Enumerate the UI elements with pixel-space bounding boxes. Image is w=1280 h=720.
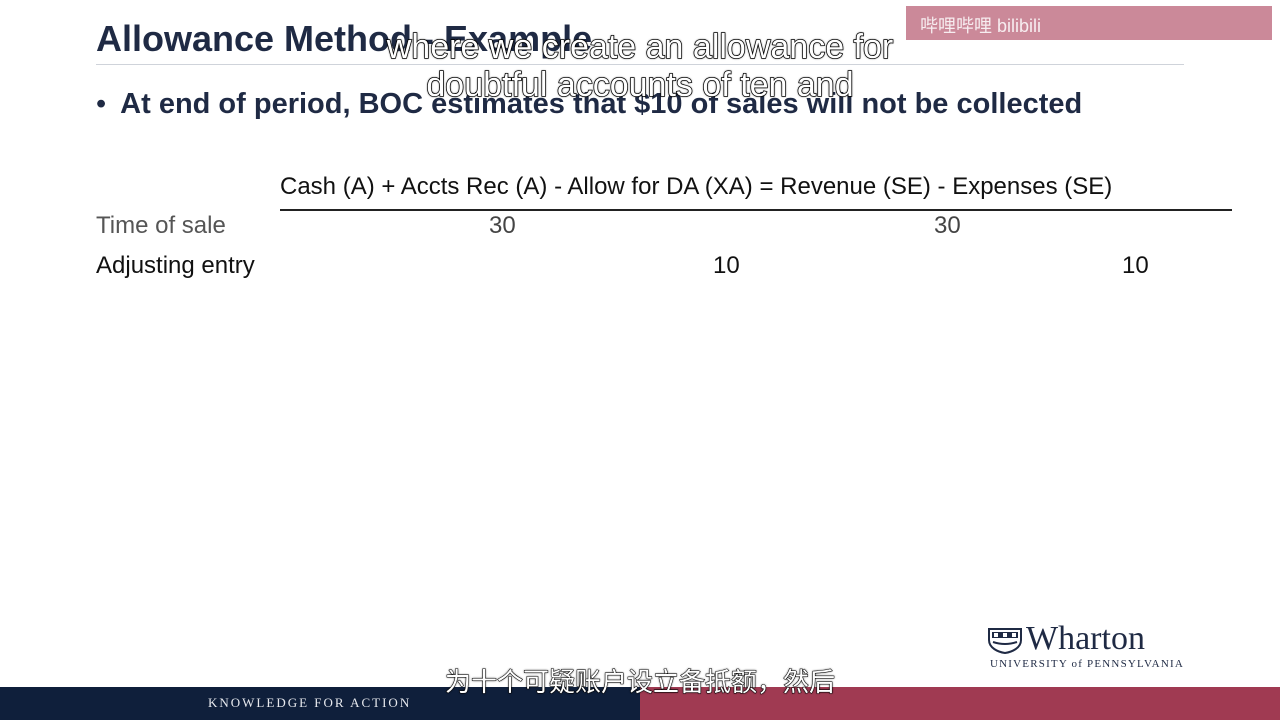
- wharton-shield-icon: [988, 628, 1022, 654]
- wharton-logo: Wharton UNIVERSITY of PENNSYLVANIA: [988, 620, 1192, 672]
- bullet-text: At end of period, BOC estimates that $10…: [120, 88, 1083, 120]
- bullet-point: • At end of period, BOC estimates that $1…: [96, 88, 1082, 121]
- footer-tagline: KNOWLEDGE FOR ACTION: [208, 695, 412, 710]
- english-subtitle: where we create an allowance for doubtfu…: [0, 27, 1280, 105]
- equation-underline: [280, 209, 1232, 211]
- bilibili-watermark: 哔哩哔哩 bilibili: [906, 6, 1272, 40]
- slide-title: Allowance Method - Example: [96, 18, 593, 59]
- english-subtitle-line-2: doubtful accounts of ten and: [426, 65, 855, 105]
- bullet-marker: •: [96, 88, 107, 120]
- chinese-subtitle: 为十个可疑账户设立备抵额，然后: [444, 668, 835, 699]
- footer-right-band: [640, 687, 1280, 720]
- university-name: UNIVERSITY of PENNSYLVANIA: [990, 658, 1184, 670]
- watermark-text: 哔哩哔哩 bilibili: [920, 16, 1042, 36]
- footer-left-band: KNOWLEDGE FOR ACTION: [0, 687, 640, 720]
- time-of-sale-accts-rec-value: 30: [489, 212, 516, 239]
- title-divider: [96, 64, 1184, 65]
- english-subtitle-line-1: where we create an allowance for: [386, 27, 894, 67]
- wharton-wordmark: Wharton: [1026, 620, 1145, 657]
- footer-bar: KNOWLEDGE FOR ACTION: [0, 687, 1280, 720]
- time-of-sale-revenue-value: 30: [934, 212, 961, 239]
- row-label-adjusting-entry: Adjusting entry: [96, 252, 255, 279]
- adjusting-allowance-value: 10: [713, 252, 740, 279]
- accounting-equation-header: Cash (A) + Accts Rec (A) - Allow for DA …: [280, 173, 1113, 200]
- adjusting-expenses-value: 10: [1122, 252, 1149, 279]
- row-label-time-of-sale: Time of sale: [96, 212, 226, 239]
